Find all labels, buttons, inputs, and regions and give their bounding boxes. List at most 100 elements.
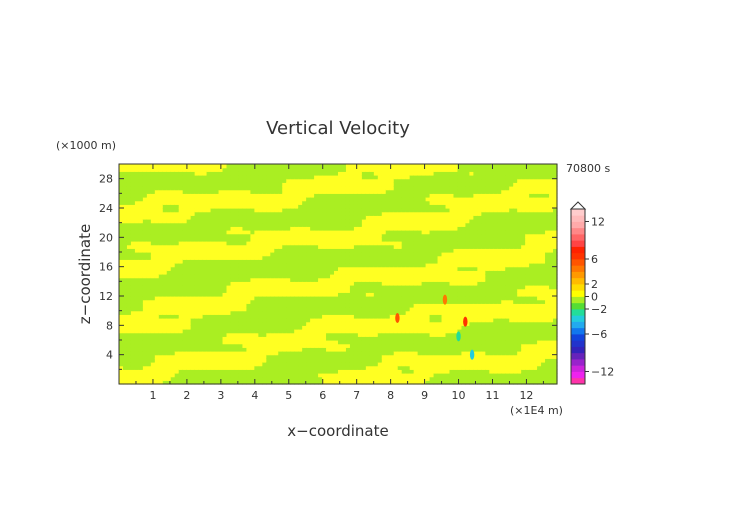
field-cell (397, 259, 403, 264)
field-cell (357, 373, 363, 378)
field-cell (441, 329, 447, 334)
field-cell (349, 167, 355, 172)
field-cell (170, 186, 176, 191)
field-cell (437, 281, 443, 286)
field-cell (119, 314, 124, 319)
field-cell (421, 325, 427, 330)
field-cell (385, 288, 391, 293)
field-cell (258, 259, 263, 264)
field-cell (310, 288, 315, 293)
field-cell (437, 215, 443, 220)
field-cell (190, 307, 196, 312)
field-cell (158, 281, 164, 286)
field-cell (405, 252, 411, 257)
field-cell (158, 376, 164, 381)
field-cell (417, 241, 423, 246)
field-cell (409, 193, 415, 198)
field-cell (230, 303, 236, 308)
field-cell (146, 281, 152, 286)
field-cell (298, 373, 303, 378)
field-cell (218, 281, 224, 286)
field-cell (214, 307, 220, 312)
field-cell (242, 288, 248, 293)
field-cell (377, 369, 383, 374)
field-cell (365, 244, 371, 249)
field-cell (246, 310, 251, 315)
field-cell (294, 274, 299, 279)
field-cell (401, 189, 407, 194)
field-cell (202, 270, 208, 275)
field-cell (385, 237, 391, 242)
field-cell (138, 255, 144, 260)
field-cell (409, 329, 415, 334)
field-cell (246, 299, 251, 304)
field-cell (310, 233, 315, 238)
field-cell (334, 277, 339, 282)
field-cell (361, 244, 367, 249)
field-cell (182, 197, 188, 202)
field-cell (218, 354, 224, 359)
field-cell (242, 200, 248, 205)
field-cell (206, 244, 212, 249)
field-cell (353, 200, 359, 205)
field-cell (326, 347, 331, 352)
field-cell (290, 292, 295, 297)
field-cell (334, 285, 339, 290)
field-cell (338, 226, 343, 231)
field-cell (302, 285, 307, 290)
field-cell (365, 167, 371, 172)
field-cell (250, 237, 255, 242)
field-cell (409, 266, 415, 271)
field-cell (290, 237, 295, 242)
field-cell (186, 318, 192, 323)
field-cell (369, 343, 375, 348)
field-cell (154, 171, 160, 176)
field-cell (198, 233, 204, 238)
field-cell (326, 259, 331, 264)
field-cell (154, 321, 160, 326)
field-cell (361, 314, 367, 319)
field-cell (254, 255, 259, 260)
field-cell (433, 314, 439, 319)
field-cell (310, 244, 315, 249)
field-cell (214, 237, 220, 242)
field-cell (238, 241, 244, 246)
field-cell (421, 197, 427, 202)
field-cell (166, 325, 172, 330)
field-cell (302, 230, 307, 235)
field-cell (138, 263, 144, 268)
field-cell (242, 193, 248, 198)
field-cell (338, 237, 343, 242)
field-cell (417, 314, 423, 319)
field-cell (322, 255, 327, 260)
field-cell (361, 332, 367, 337)
field-cell (409, 171, 415, 176)
field-cell (154, 365, 160, 370)
field-cell (353, 237, 359, 242)
field-cell (146, 340, 152, 345)
field-cell (310, 376, 315, 381)
field-cell (437, 193, 443, 198)
field-cell (282, 343, 287, 348)
field-cell (302, 164, 307, 169)
field-cell (190, 175, 196, 180)
field-cell (142, 244, 148, 249)
field-cell (138, 285, 144, 290)
field-cell (150, 215, 156, 220)
field-cell (413, 182, 419, 187)
field-cell (381, 222, 387, 227)
field-cell (417, 189, 423, 194)
field-cell (413, 310, 419, 315)
field-cell (429, 237, 435, 242)
field-cell (119, 189, 124, 194)
field-cell (437, 329, 443, 334)
field-cell (377, 186, 383, 191)
field-cell (421, 277, 427, 282)
field-cell (334, 270, 339, 275)
field-cell (345, 376, 351, 381)
field-cell (433, 197, 439, 202)
field-cell (262, 266, 267, 271)
field-cell (345, 369, 351, 374)
field-cell (302, 237, 307, 242)
field-cell (282, 171, 287, 176)
